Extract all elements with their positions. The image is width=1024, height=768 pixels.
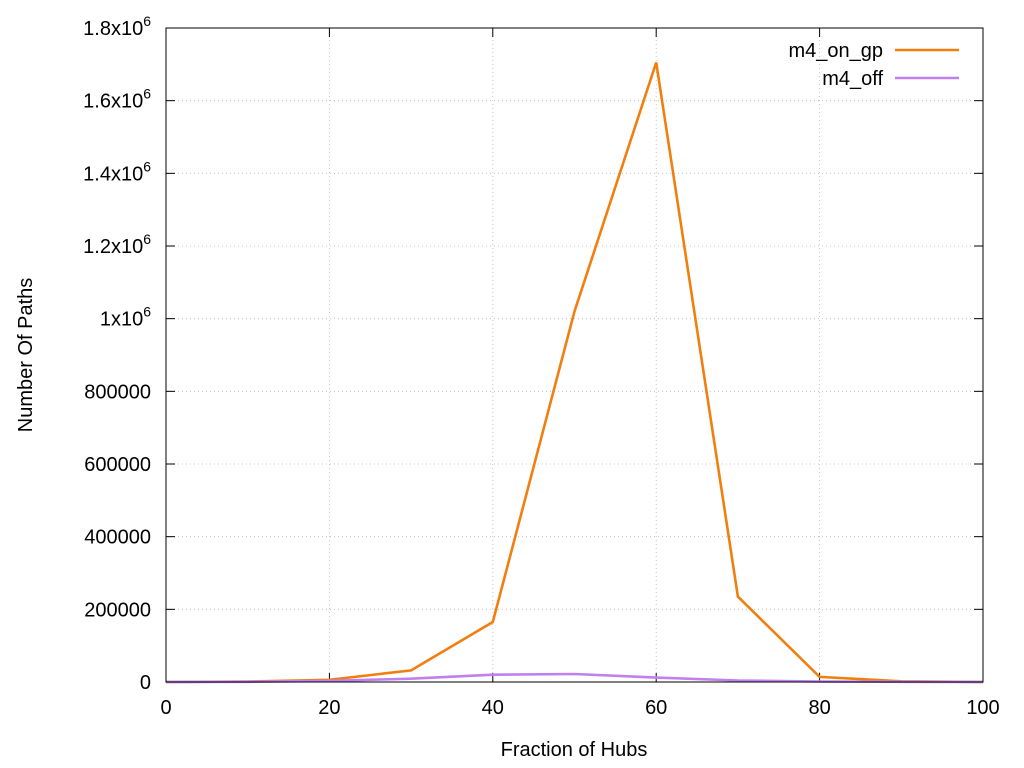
x-tick-label: 0 (160, 697, 171, 719)
legend-label: m4_on_gp (788, 40, 883, 62)
x-axis-label: Fraction of Hubs (501, 739, 648, 761)
y-axis-label: Number Of Paths (15, 278, 37, 433)
series-lines (165, 62, 984, 684)
y-tick-label: 1x106 (100, 304, 151, 331)
x-tick-label: 20 (318, 697, 340, 719)
x-tick-labels: 0 20 40 60 80 100 (160, 697, 999, 719)
series-line-m4_on_gp (165, 62, 984, 684)
y-tick-labels: 0 200000 400000 600000 800000 1x106 1.2x106 1.4… (83, 13, 151, 694)
axis-ticks (165, 27, 984, 683)
y-tick-label: 1.2x106 (83, 231, 151, 258)
y-tick-label: 0 (140, 672, 151, 694)
y-tick-label: 1.6x106 (83, 86, 151, 113)
y-tick-label: 200000 (84, 599, 151, 621)
y-tick-label: 1.4x106 (83, 158, 151, 185)
x-tick-label: 80 (808, 697, 830, 719)
legend: m4_on_gp m4_off (788, 40, 959, 90)
x-tick-label: 100 (966, 697, 999, 719)
grid-lines (166, 28, 983, 682)
y-tick-label: 800000 (84, 381, 151, 403)
y-tick-label: 600000 (84, 454, 151, 476)
legend-label: m4_off (822, 68, 883, 90)
x-tick-label: 40 (482, 697, 504, 719)
x-tick-label: 60 (645, 697, 667, 719)
plot-frame (165, 27, 984, 683)
y-tick-label: 400000 (84, 527, 151, 549)
y-tick-label: 1.8x106 (83, 13, 151, 40)
